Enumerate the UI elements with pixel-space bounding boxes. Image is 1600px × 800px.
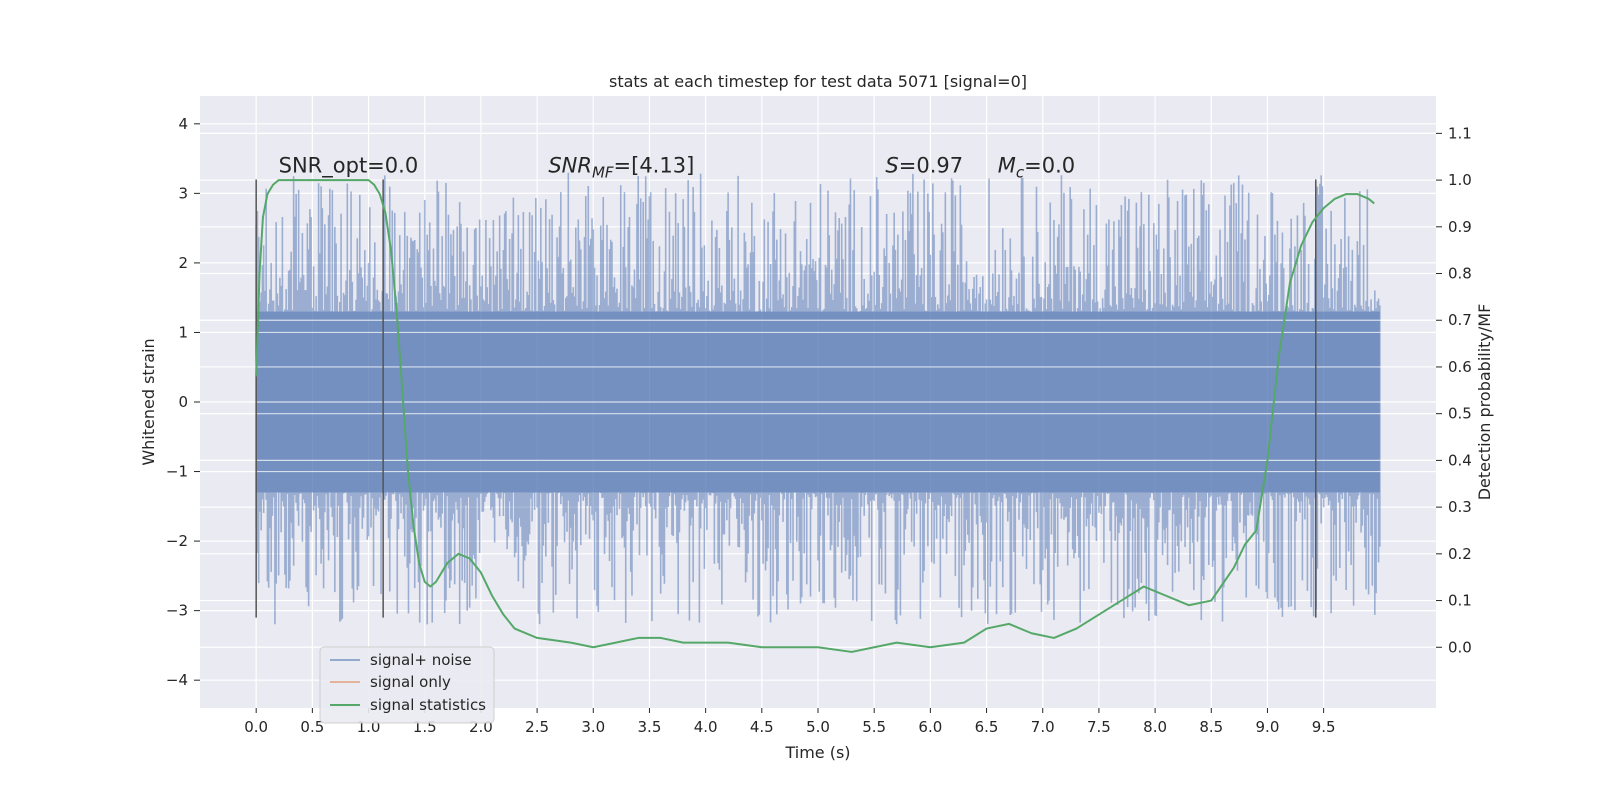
- x-tick-label-6: 3.0: [581, 718, 605, 736]
- y-axis-ticks: −4 −3 −2 −1 0 1 2 3 4: [166, 115, 200, 689]
- x-tick-label-1: 0.5: [300, 718, 324, 736]
- y2-tick-label-4: 0.4: [1448, 451, 1472, 469]
- y-tick-label-4: 0: [178, 393, 188, 411]
- vertical-markers: [255, 179, 1317, 618]
- x-tick-label-18: 9.0: [1256, 718, 1280, 736]
- y-tick-label-6: 2: [178, 254, 188, 272]
- x-tick-label-16: 8.0: [1143, 718, 1167, 736]
- legend-label-signal-noise: signal+ noise: [370, 651, 472, 669]
- x-tick-label-11: 5.5: [862, 718, 886, 736]
- y2-tick-label-9: 0.9: [1448, 218, 1472, 236]
- y-tick-label-2: −2: [166, 532, 188, 550]
- x-axis-label: Time (s): [784, 743, 850, 762]
- x-tick-label-0: 0.0: [244, 718, 268, 736]
- chart-title: stats at each timestep for test data 507…: [609, 72, 1027, 91]
- x-tick-label-19: 9.5: [1312, 718, 1336, 736]
- x-tick-label-8: 4.0: [694, 718, 718, 736]
- y2-tick-label-2: 0.2: [1448, 545, 1472, 563]
- x-tick-label-5: 2.5: [525, 718, 549, 736]
- y2-tick-label-3: 0.3: [1448, 498, 1472, 516]
- y-tick-label-5: 1: [178, 323, 188, 341]
- annotation-1: SNRMF=[4.13]: [548, 154, 694, 182]
- x-tick-label-7: 3.5: [638, 718, 662, 736]
- x-tick-label-13: 6.5: [975, 718, 999, 736]
- x-tick-label-9: 4.5: [750, 718, 774, 736]
- x-tick-label-14: 7.0: [1031, 718, 1055, 736]
- x-tick-label-15: 7.5: [1087, 718, 1111, 736]
- y-axis-label: Whitened strain: [139, 338, 158, 465]
- y-tick-label-1: −3: [166, 602, 188, 620]
- y-tick-label-7: 3: [178, 184, 188, 202]
- y2-tick-label-0: 0.0: [1448, 638, 1472, 656]
- y2-axis-ticks: 0.0 0.1 0.2 0.3 0.4 0.5 0.6 0.7 0.8 0.9 1.0 1.1: [1436, 124, 1472, 656]
- legend-label-signal-statistics: signal statistics: [370, 696, 486, 714]
- y2-axis-label: Detection probability/MF: [1475, 304, 1494, 501]
- y-tick-label-3: −1: [166, 463, 188, 481]
- annotation-2: S=0.97: [885, 154, 963, 178]
- series-signal-noise: [200, 172, 1436, 625]
- y2-tick-label-7: 0.7: [1448, 311, 1472, 329]
- legend: signal+ noise signal only signal statist…: [319, 646, 495, 724]
- legend-label-signal-only: signal only: [370, 673, 451, 691]
- legend-box: [319, 646, 495, 724]
- annotations: SNR_opt=0.0 SNRMF=[4.13] S=0.97 Mc=0.0: [279, 154, 1076, 182]
- y2-tick-label-10: 1.0: [1448, 171, 1472, 189]
- signal-statistics-line: [255, 179, 1375, 653]
- x-tick-label-10: 5.0: [806, 718, 830, 736]
- y2-tick-label-5: 0.5: [1448, 405, 1472, 423]
- y2-tick-label-1: 0.1: [1448, 592, 1472, 610]
- y-tick-label-8: 4: [178, 115, 188, 133]
- series-signal-statistics: [255, 179, 1375, 653]
- annotation-0: SNR_opt=0.0: [279, 154, 419, 179]
- x-tick-label-12: 6.0: [918, 718, 942, 736]
- y2-tick-label-8: 0.8: [1448, 265, 1472, 283]
- annotation-3: Mc=0.0: [998, 154, 1075, 182]
- y-tick-label-0: −4: [166, 671, 188, 689]
- x-tick-label-17: 8.5: [1199, 718, 1223, 736]
- y2-tick-label-6: 0.6: [1448, 358, 1472, 376]
- y2-tick-label-11: 1.1: [1448, 124, 1472, 142]
